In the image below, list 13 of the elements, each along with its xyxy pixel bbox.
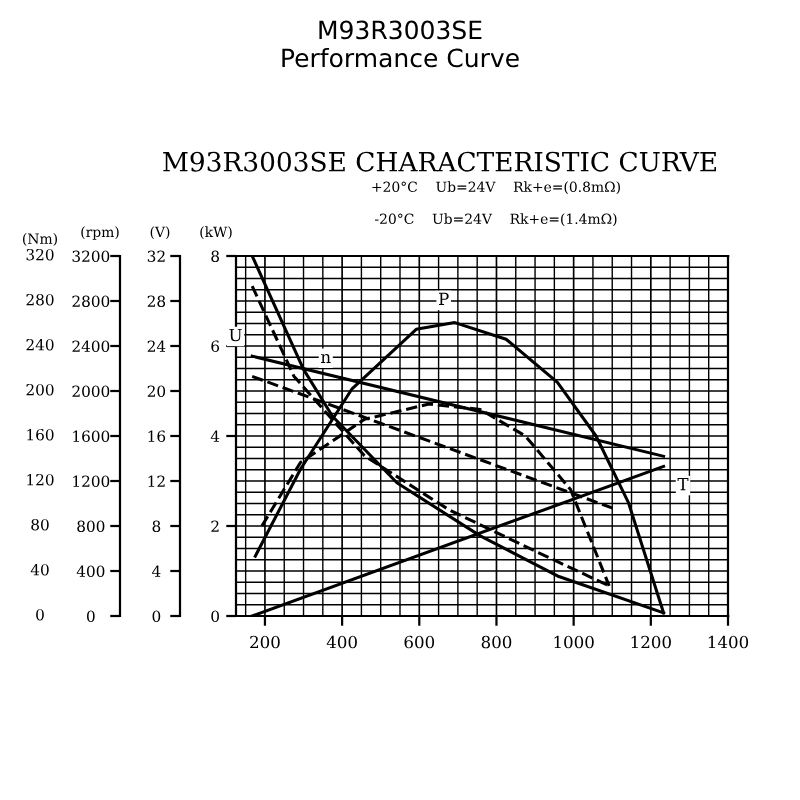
x-tick-label: 1400	[708, 635, 749, 649]
x-tick-label: 1200	[631, 635, 671, 649]
x-tick-label: 200	[250, 635, 280, 649]
annotation: T	[677, 478, 689, 491]
annotation: P	[439, 292, 449, 305]
chart-subtitle: M93R3003SE CHARACTERISTIC CURVE	[163, 151, 716, 172]
annotation: n	[320, 354, 331, 363]
annotation: U	[229, 328, 242, 342]
x-tick-label: 600	[404, 635, 435, 649]
x-tick-label: 800	[481, 635, 512, 649]
x-tick-label: 1000	[554, 635, 594, 649]
chart-title: M93R3003SE Performance Curve	[282, 20, 519, 68]
x-tick-label: 400	[326, 635, 357, 649]
